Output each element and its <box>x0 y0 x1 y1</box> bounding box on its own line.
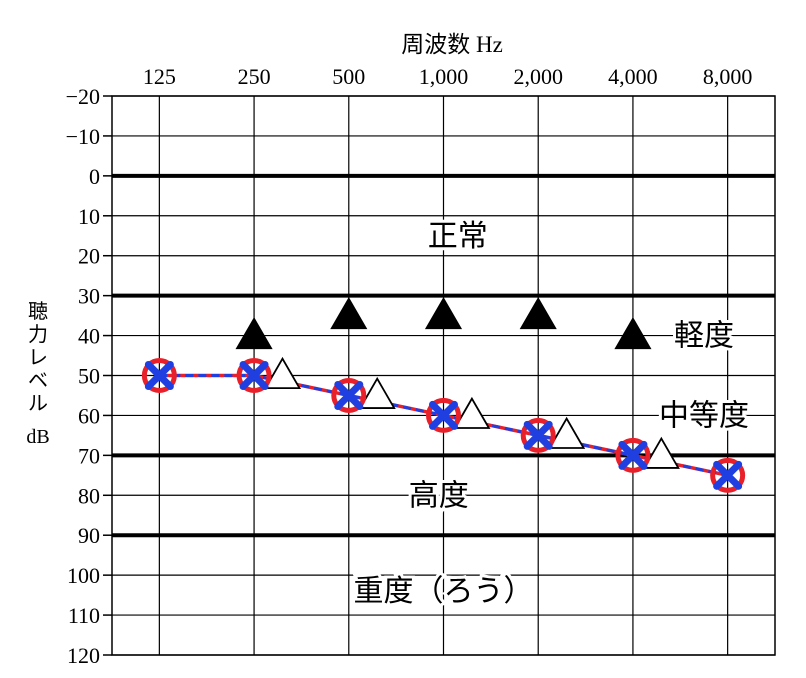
x-tick-label: 1,000 <box>419 64 469 89</box>
data-point-open-triangle <box>263 356 302 390</box>
zone-label: 重度（ろう） <box>354 574 534 609</box>
data-point-cross <box>523 420 553 450</box>
data-point-filled-triangle <box>424 297 463 330</box>
data-point-cross <box>618 440 648 470</box>
y-axis-unit: dB <box>26 426 49 448</box>
y-tick-label: 120 <box>67 643 100 668</box>
y-tick-label: 30 <box>78 284 100 309</box>
data-point-filled-triangle <box>519 297 557 330</box>
y-tick-label: 10 <box>78 204 100 229</box>
x-tick-label: 125 <box>143 64 176 89</box>
y-tick-label: 60 <box>78 403 100 428</box>
x-tick-label: 500 <box>332 64 365 89</box>
y-tick-label: −10 <box>66 124 100 149</box>
y-tick-label: 80 <box>78 483 100 508</box>
data-point-filled-triangle <box>235 316 273 350</box>
data-point-cross <box>713 460 743 490</box>
data-point-circle <box>520 417 556 453</box>
grid-lines <box>111 95 776 656</box>
data-point-filled-triangle <box>614 316 652 350</box>
y-tick-label: 40 <box>78 324 100 349</box>
data-point-filled-triangle <box>330 297 368 330</box>
y-tick-label: 20 <box>78 244 100 269</box>
y-axis-label-char: 聴 <box>28 299 48 323</box>
data-point-circle <box>141 358 177 393</box>
x-tick-label: 8,000 <box>703 64 753 89</box>
zone-label: 中等度 <box>659 398 749 433</box>
data-point-circle <box>426 397 461 433</box>
zone-label: 軽度 <box>674 319 734 354</box>
zone-label: 正常 <box>428 219 488 254</box>
data-point-cross <box>429 400 458 430</box>
y-tick-label: 110 <box>68 603 100 628</box>
data-point-open-triangle <box>453 396 491 429</box>
y-tick-label: 50 <box>78 364 100 389</box>
x-tick-label: 4,000 <box>608 64 658 89</box>
data-point-cross <box>144 361 174 390</box>
x-tick-label: 2,000 <box>513 64 563 89</box>
y-axis-label-char: 力 <box>28 322 48 346</box>
x-axis-title: 周波数 Hz <box>401 32 503 57</box>
data-point-circle <box>615 437 651 473</box>
y-tick-label: 70 <box>78 443 100 468</box>
data-point-cross <box>334 380 364 410</box>
y-axis-label-char: レ <box>28 345 48 369</box>
y-axis-label-char: ル <box>28 391 48 415</box>
data-point-circle <box>331 377 367 413</box>
data-point-open-triangle <box>548 416 586 449</box>
y-tick-label: −20 <box>66 84 100 109</box>
y-tick-label: 0 <box>89 164 100 189</box>
data-point-open-triangle <box>642 436 680 469</box>
data-point-circle <box>710 457 746 493</box>
y-tick-label: 90 <box>78 523 100 548</box>
x-tick-label: 250 <box>238 64 271 89</box>
y-tick-label: 100 <box>67 563 100 588</box>
data-point-circle <box>236 358 272 393</box>
series-layer <box>141 297 746 493</box>
data-point-open-triangle <box>358 376 396 409</box>
y-axis-label-char: ベ <box>28 368 48 392</box>
data-point-cross <box>239 361 269 390</box>
zone-label: 高度 <box>409 478 469 513</box>
